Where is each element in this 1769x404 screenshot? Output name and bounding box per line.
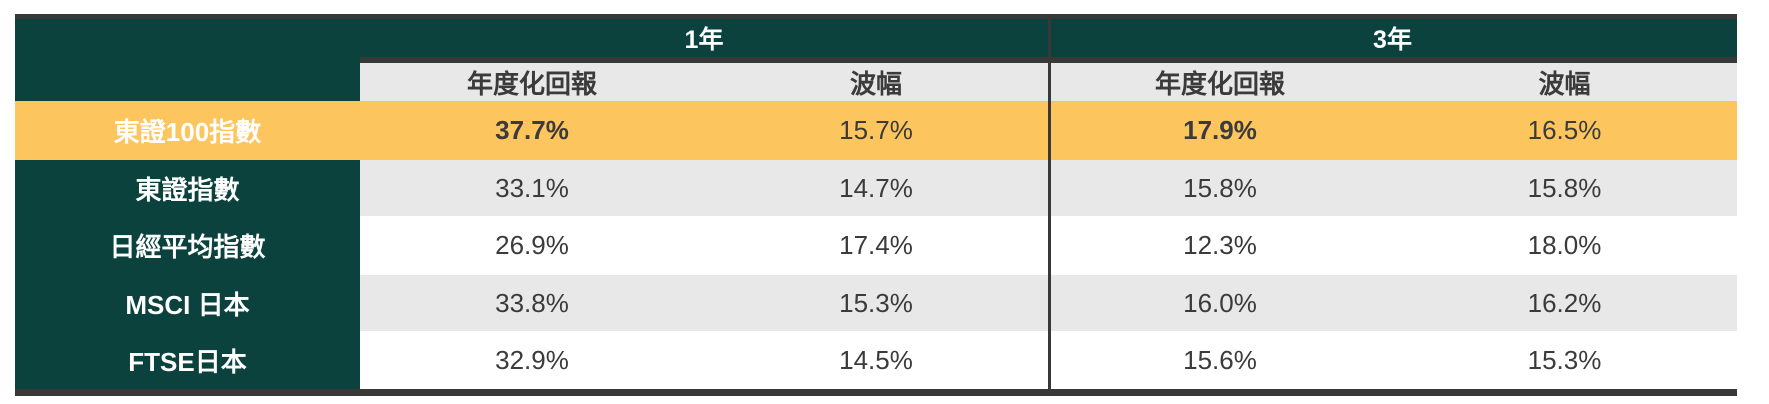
value-cell: 15.8% bbox=[1392, 160, 1737, 216]
value-cell: 33.8% bbox=[360, 275, 704, 331]
row-label-ftse-japan: FTSE日本 bbox=[15, 331, 360, 389]
value-cell: 15.3% bbox=[1392, 331, 1737, 389]
value-cell: 16.5% bbox=[1392, 101, 1737, 160]
row-label-msci-japan: MSCI 日本 bbox=[15, 275, 360, 331]
performance-table: 1年 3年 年度化回報 波幅 年度化回報 波幅 東證100指數 37.7% 15… bbox=[15, 14, 1737, 396]
value-cell: 32.9% bbox=[360, 331, 704, 389]
section-header-3y: 3年 bbox=[1048, 19, 1737, 57]
value-cell: 14.5% bbox=[704, 331, 1048, 389]
row-label-nikkei: 日經平均指數 bbox=[15, 216, 360, 275]
value-cell: 16.0% bbox=[1048, 275, 1392, 331]
section-divider-line bbox=[1048, 19, 1051, 389]
value-cell: 26.9% bbox=[360, 216, 704, 275]
value-cell: 17.9% bbox=[1048, 101, 1392, 160]
table-bottom-border bbox=[15, 389, 1737, 396]
table-top-border bbox=[15, 14, 1737, 19]
value-cell: 15.6% bbox=[1048, 331, 1392, 389]
value-cell: 37.7% bbox=[360, 101, 704, 160]
row-label-tse100: 東證100指數 bbox=[15, 101, 360, 160]
value-cell: 15.3% bbox=[704, 275, 1048, 331]
value-cell: 14.7% bbox=[704, 160, 1048, 216]
value-cell: 12.3% bbox=[1048, 216, 1392, 275]
value-cell: 15.7% bbox=[704, 101, 1048, 160]
value-cell: 18.0% bbox=[1392, 216, 1737, 275]
value-cell: 15.8% bbox=[1048, 160, 1392, 216]
column-header-1y-volatility: 波幅 bbox=[704, 63, 1048, 101]
value-cell: 17.4% bbox=[704, 216, 1048, 275]
column-header-3y-volatility: 波幅 bbox=[1392, 63, 1737, 101]
row-label-topix: 東證指數 bbox=[15, 160, 360, 216]
column-header-3y-return: 年度化回報 bbox=[1048, 63, 1392, 101]
section-header-1y: 1年 bbox=[360, 19, 1048, 57]
column-header-1y-return: 年度化回報 bbox=[360, 63, 704, 101]
value-cell: 16.2% bbox=[1392, 275, 1737, 331]
corner-cell bbox=[15, 19, 360, 101]
value-cell: 33.1% bbox=[360, 160, 704, 216]
